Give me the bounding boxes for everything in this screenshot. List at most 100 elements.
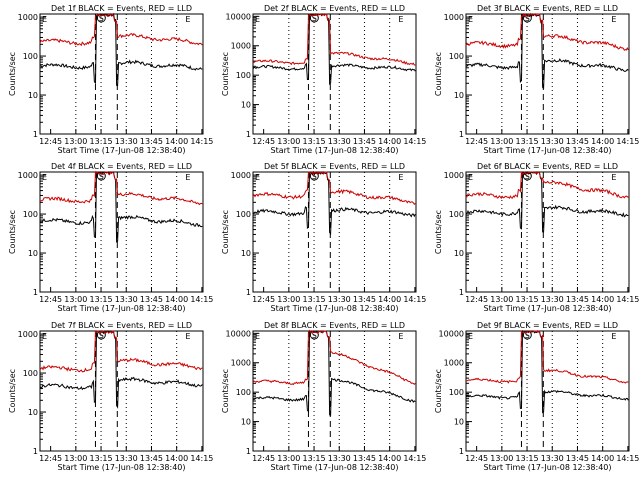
x-tick-label: 12:45 [39,295,62,304]
plot-frame [39,13,204,135]
y-tick-label: 100 [449,52,464,61]
y-tick-label: 1000 [444,359,464,368]
x-tick-label: 13:45 [353,295,376,304]
x-tick-label: 14:00 [378,295,401,304]
marker-e-end: E [398,15,403,24]
x-tick-label: 13:15 [303,137,326,146]
marker-e-end: E [398,173,403,182]
x-tick-label: 13:45 [566,137,589,146]
x-tick-label: 12:45 [465,295,488,304]
marker-e-end: E [611,332,616,341]
y-tick-label: 10 [241,101,251,110]
series-lld-line [39,13,203,47]
x-tick-label: 14:15 [616,137,639,146]
series-events-line [465,12,629,90]
marker-e-start: E [255,15,260,24]
x-tick-label: 14:00 [165,137,188,146]
series-events-line [252,329,416,416]
series-events-line [39,12,203,87]
plot-frame [39,330,204,452]
x-tick-label: 13:00 [490,295,513,304]
x-axis-label: Start Time (17-Jun-08 12:38:40) [271,304,399,313]
marker-s-label: S [525,172,530,181]
y-tick-label: 100 [449,210,464,219]
x-tick-label: 12:45 [39,137,62,146]
x-tick-label: 13:00 [64,295,87,304]
x-tick-label: 13:30 [328,137,351,146]
chart-title: Det 7f BLACK = Events, RED = LLD [51,321,192,330]
chart-title: Det 2f BLACK = Events, RED = LLD [264,4,405,13]
x-tick-label: 13:15 [90,295,113,304]
x-axis-label: Start Time (17-Jun-08 12:38:40) [58,304,186,313]
x-tick-label: 14:15 [403,454,426,463]
plot-frame [252,13,417,135]
x-tick-label: 13:00 [277,137,300,146]
y-tick-label: 10 [28,91,38,100]
series-events-line [252,13,416,86]
plot-frame [465,171,630,293]
x-tick-label: 12:45 [252,295,275,304]
x-tick-label: 13:15 [90,137,113,146]
marker-e-end: E [185,332,190,341]
x-tick-label: 13:15 [516,295,539,304]
y-tick-label: 1000 [18,330,38,339]
x-tick-label: 13:00 [277,295,300,304]
x-tick-label: 12:45 [465,137,488,146]
marker-s-circle [96,171,106,181]
x-tick-label: 13:15 [90,454,113,463]
x-axis-label: Start Time (17-Jun-08 12:38:40) [271,146,399,155]
y-axis-label: Counts/sec [434,210,443,254]
x-tick-label: 14:15 [616,454,639,463]
marker-e-end: E [611,173,616,182]
x-tick-label: 14:15 [616,295,639,304]
x-tick-label: 13:15 [303,295,326,304]
y-tick-label: 10 [454,91,464,100]
marker-e-start: E [468,15,473,24]
x-tick-label: 14:15 [403,295,426,304]
chart-title: Det 1f BLACK = Events, RED = LLD [51,4,192,13]
marker-e-start: E [255,173,260,182]
series-lld-line [465,330,629,384]
marker-e-end: E [611,15,616,24]
chart-title: Det 4f BLACK = Events, RED = LLD [51,162,192,171]
y-axis-label: Counts/sec [434,369,443,413]
y-tick-label: 10 [241,249,251,258]
x-tick-label: 13:00 [64,454,87,463]
x-tick-label: 13:30 [115,295,138,304]
y-tick-label: 1000 [231,359,251,368]
y-tick-label: 1 [459,130,464,139]
x-axis-label: Start Time (17-Jun-08 12:38:40) [484,304,612,313]
x-tick-label: 13:15 [303,454,326,463]
x-tick-label: 13:45 [566,295,589,304]
chart-title: Det 5f BLACK = Events, RED = LLD [264,162,405,171]
x-tick-label: 13:30 [328,454,351,463]
y-tick-label: 100 [449,388,464,397]
series-events-line [39,171,203,243]
marker-s-circle [96,13,106,23]
x-tick-label: 13:30 [541,137,564,146]
x-tick-label: 14:00 [165,454,188,463]
x-tick-label: 13:45 [140,137,163,146]
y-tick-label: 100 [236,210,251,219]
y-tick-label: 1 [33,130,38,139]
y-tick-label: 10 [28,408,38,417]
series-lld-line [465,171,629,200]
y-tick-label: 1000 [231,42,251,51]
chart-title: Det 6f BLACK = Events, RED = LLD [477,162,618,171]
chart-title: Det 3f BLACK = Events, RED = LLD [477,4,618,13]
marker-e-start: E [42,173,47,182]
x-tick-label: 13:30 [541,454,564,463]
x-tick-label: 12:45 [39,454,62,463]
x-tick-label: 14:00 [591,454,614,463]
marker-s-label: S [525,14,530,23]
y-tick-label: 100 [23,369,38,378]
x-tick-label: 14:15 [190,454,213,463]
x-tick-label: 14:00 [591,137,614,146]
series-lld-line [39,330,203,373]
x-tick-label: 13:15 [516,137,539,146]
x-axis-label: Start Time (17-Jun-08 12:38:40) [271,463,399,472]
y-tick-label: 1 [33,447,38,456]
y-tick-label: 1000 [18,171,38,180]
y-tick-label: 10000 [439,329,464,338]
